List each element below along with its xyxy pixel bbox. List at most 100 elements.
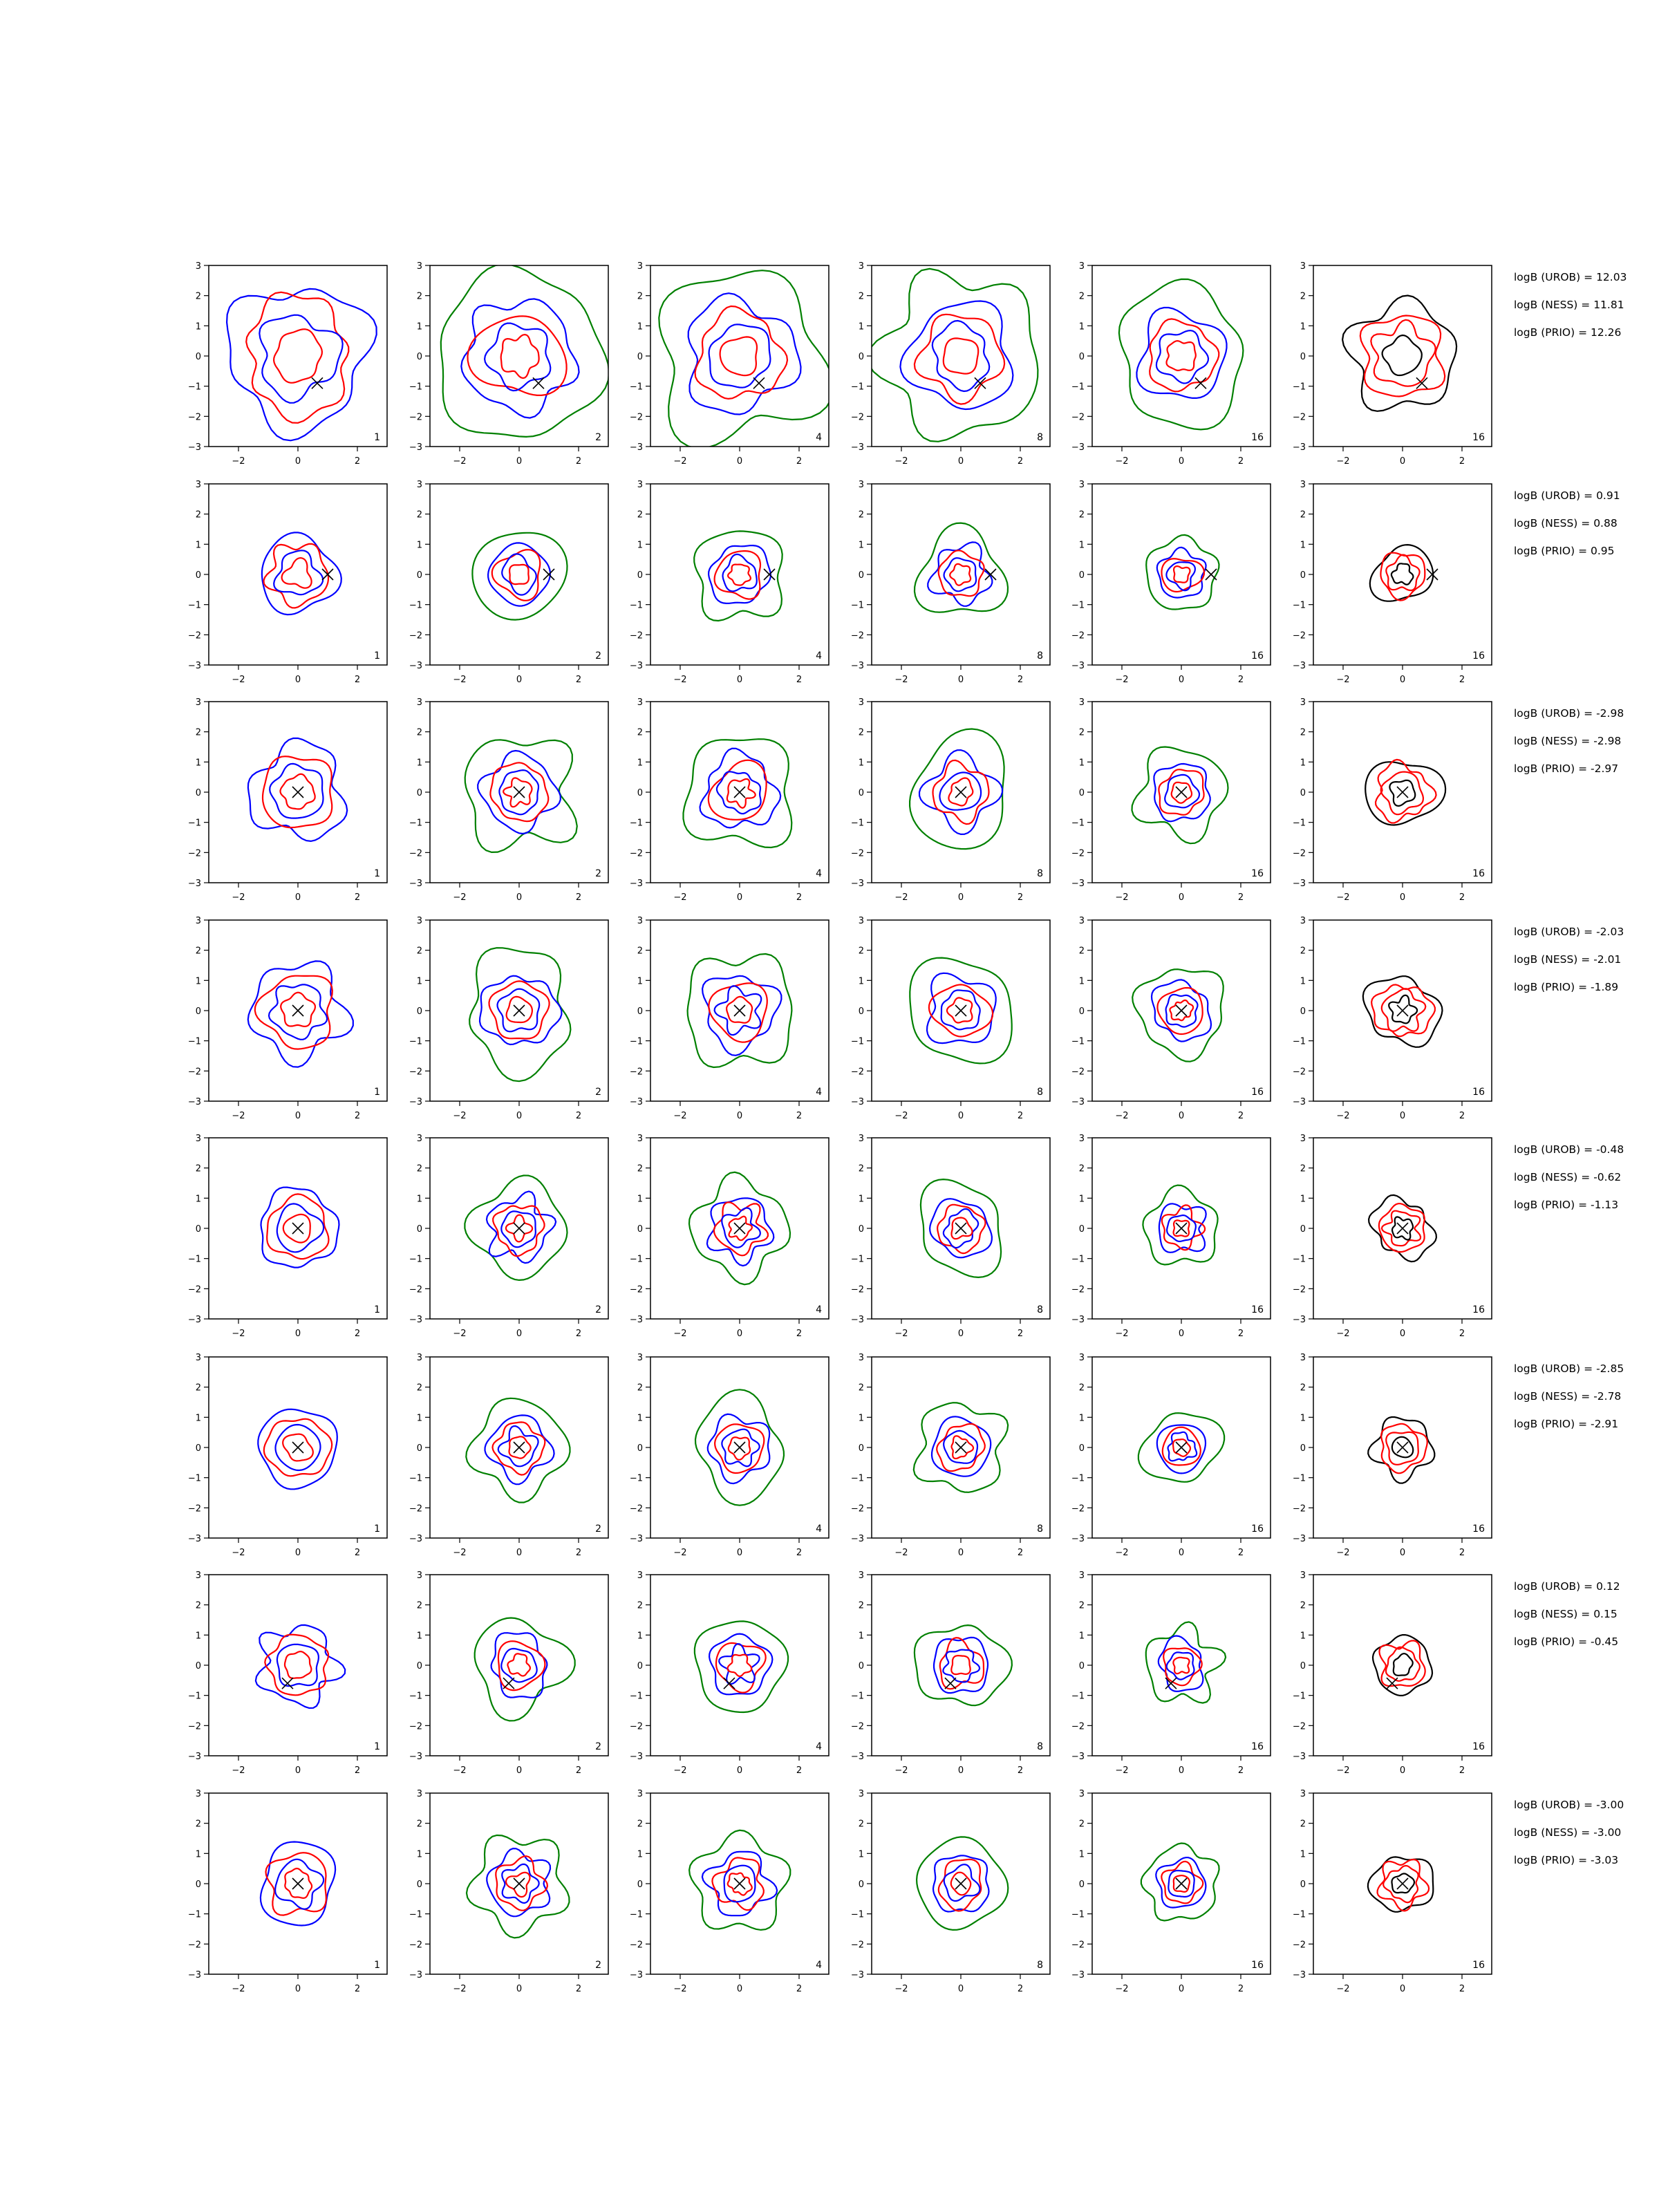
contour-group (693, 530, 783, 622)
y-tick-label: −3 (409, 661, 422, 671)
y-tick-label: 3 (1300, 697, 1306, 708)
y-tick-label: 3 (1300, 1134, 1306, 1144)
contour-line (711, 1857, 765, 1911)
y-tick-label: −1 (409, 1474, 422, 1484)
y-tick-label: −1 (188, 382, 201, 393)
y-tick-label: 0 (859, 1006, 864, 1017)
logb-annotation: logB (PRIO) = -2.97 (1514, 762, 1618, 775)
x-tick-label: 0 (516, 456, 522, 467)
x-tick-label: 0 (295, 675, 301, 685)
x-tick-label: 0 (295, 1548, 301, 1558)
contour-line (245, 291, 350, 424)
contour-group (1341, 294, 1458, 412)
contour-line (500, 1647, 538, 1683)
x-tick-label: 2 (1238, 456, 1244, 467)
panel-sample-label: 4 (816, 868, 822, 879)
contour-line (274, 1858, 325, 1910)
contour-line (909, 728, 1005, 850)
panel-r5-c2: −2 0 2 3 2 1 0 −1 −2 −3 2 (409, 1134, 609, 1339)
x-tick-label: 2 (576, 1765, 581, 1776)
contour-line (949, 563, 972, 586)
contour-group (1369, 543, 1434, 602)
contour-line (726, 778, 756, 809)
contour-line (282, 1213, 311, 1244)
y-tick-label: −2 (1071, 1940, 1085, 1950)
contour-line (926, 972, 997, 1044)
contour-line (1165, 561, 1197, 592)
contour-line (913, 1624, 1013, 1707)
panel-sample-label: 16 (1251, 650, 1264, 662)
y-tick-label: −2 (409, 412, 422, 422)
contour-group (694, 1389, 785, 1506)
y-tick-label: −1 (851, 1255, 864, 1265)
y-tick-label: −3 (1293, 1534, 1306, 1544)
contour-line (266, 1193, 330, 1260)
y-tick-label: −3 (1293, 442, 1306, 453)
y-tick-label: 3 (196, 1789, 201, 1799)
panel-sample-label: 2 (595, 1087, 601, 1098)
y-tick-label: −2 (1293, 1721, 1306, 1732)
true-point-marker (1416, 377, 1428, 389)
panel-sample-label: 16 (1472, 868, 1485, 879)
y-tick-label: 3 (1300, 1353, 1306, 1363)
x-tick-label: −2 (232, 1111, 245, 1121)
y-tick-label: −1 (188, 1691, 201, 1702)
logb-annotation: logB (NESS) = 11.81 (1514, 299, 1624, 311)
x-tick-label: 2 (355, 1329, 360, 1339)
contour-line (483, 322, 552, 392)
panel-r7-c4: −2 0 2 3 2 1 0 −1 −2 −3 8 (851, 1571, 1051, 1776)
y-tick-label: −3 (1293, 1097, 1306, 1107)
x-tick-label: 0 (737, 1984, 742, 1994)
panel-sample-label: 1 (374, 1524, 380, 1535)
contour-line (1168, 1869, 1195, 1898)
true-point-marker (1175, 1222, 1188, 1235)
contour-line (701, 975, 782, 1056)
y-tick-label: 2 (417, 1383, 422, 1394)
y-tick-label: −3 (188, 661, 201, 671)
x-tick-label: 2 (1238, 675, 1244, 685)
x-tick-label: 0 (958, 1329, 964, 1339)
y-tick-label: 3 (417, 1789, 422, 1799)
y-tick-label: 2 (1079, 1601, 1085, 1611)
panel-r2-c3: −2 0 2 3 2 1 0 −1 −2 −3 4 (630, 480, 830, 685)
y-tick-label: −2 (1293, 630, 1306, 641)
panel-sample-label: 8 (1037, 650, 1043, 662)
contour-line (276, 1203, 325, 1253)
contour-line (488, 980, 550, 1040)
y-tick-label: 1 (1300, 758, 1306, 768)
panel-sample-label: 16 (1472, 432, 1485, 443)
contour-line (1131, 746, 1229, 845)
y-tick-label: 0 (859, 352, 864, 362)
x-tick-label: 2 (576, 1984, 581, 1994)
x-tick-label: −2 (1115, 1329, 1128, 1339)
x-tick-label: 2 (1459, 1111, 1465, 1121)
contour-line (1145, 1621, 1227, 1704)
true-point-marker (543, 568, 555, 581)
y-tick-label: 1 (1300, 1413, 1306, 1423)
y-tick-label: 2 (637, 510, 643, 521)
contour-line (1391, 1216, 1414, 1241)
contour-group (1142, 1184, 1219, 1266)
logb-annotation: logB (PRIO) = 12.26 (1514, 326, 1621, 339)
y-tick-label: −2 (409, 1503, 422, 1514)
true-point-marker (763, 568, 776, 581)
contour-line (936, 1203, 986, 1255)
y-tick-label: 3 (637, 1789, 643, 1799)
axes-frame (1091, 483, 1271, 666)
y-tick-label: 0 (1079, 1443, 1085, 1454)
true-point-marker (1396, 1441, 1409, 1454)
contour-line (1169, 999, 1194, 1022)
x-tick-label: −2 (1336, 1111, 1349, 1121)
x-tick-label: 0 (958, 892, 964, 903)
x-tick-label: 2 (796, 1111, 802, 1121)
panel-sample-label: 8 (1037, 1304, 1043, 1315)
y-tick-label: 0 (1300, 1006, 1306, 1017)
contour-line (507, 1653, 532, 1677)
contour-group (915, 1836, 1009, 1931)
contour-line (491, 549, 541, 601)
y-tick-label: 0 (196, 788, 201, 798)
contour-line (1155, 1857, 1207, 1909)
x-tick-label: 0 (1179, 1984, 1184, 1994)
y-tick-label: 2 (859, 1164, 864, 1174)
y-tick-label: −2 (851, 848, 864, 859)
